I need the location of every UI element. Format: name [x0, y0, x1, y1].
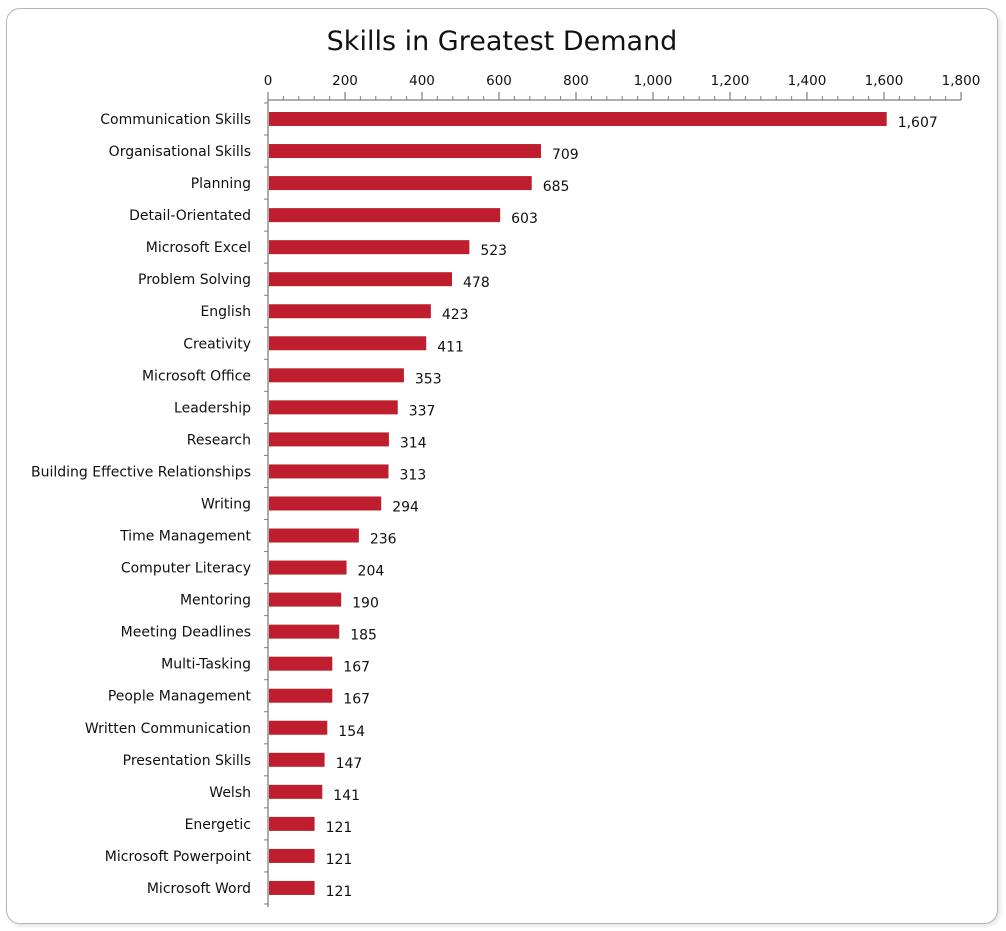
category-label: Presentation Skills — [123, 753, 251, 769]
category-label: Building Effective Relationships — [31, 464, 251, 480]
category-label: English — [200, 304, 251, 320]
category-label: Microsoft Excel — [146, 240, 251, 256]
data-label: 523 — [480, 243, 507, 259]
data-label: 709 — [552, 147, 579, 163]
x-tick-label: 1,600 — [865, 73, 904, 89]
category-label: Creativity — [183, 336, 251, 352]
bar — [269, 432, 389, 447]
bars — [269, 112, 887, 895]
data-label: 167 — [343, 692, 370, 708]
bar — [269, 528, 359, 543]
category-label: Communication Skills — [100, 112, 251, 128]
category-label: Writing — [201, 496, 251, 512]
category-label: Microsoft Office — [142, 368, 251, 384]
x-tick-label: 200 — [332, 73, 358, 89]
x-tick-label: 600 — [486, 73, 512, 89]
category-label: Research — [187, 432, 251, 448]
bar — [269, 592, 342, 607]
bar — [269, 400, 398, 415]
category-labels: Communication Skills 1,607 Organisational … — [31, 112, 938, 900]
bar — [269, 272, 453, 287]
data-label: 204 — [358, 564, 385, 580]
data-label: 353 — [415, 371, 442, 387]
category-label: Meeting Deadlines — [121, 625, 251, 641]
data-label: 185 — [350, 628, 377, 644]
data-label: 1,607 — [898, 115, 938, 131]
bar — [269, 688, 333, 703]
data-label: 141 — [333, 788, 360, 804]
category-label: Planning — [191, 176, 251, 192]
category-label: Detail-Orientated — [129, 208, 251, 224]
data-label: 190 — [352, 596, 379, 612]
chart-title: Skills in Greatest Demand — [327, 26, 678, 57]
x-tick-label: 400 — [409, 73, 435, 89]
bar — [269, 720, 328, 735]
x-tick-label: 0 — [264, 73, 273, 89]
bar — [269, 176, 532, 191]
bar — [269, 368, 404, 383]
bar — [269, 464, 389, 479]
data-label: 411 — [437, 339, 464, 355]
data-label: 154 — [338, 724, 365, 740]
bar — [269, 848, 315, 863]
category-label: Mentoring — [180, 593, 251, 609]
category-label: Multi-Tasking — [161, 657, 251, 673]
bar — [269, 624, 340, 639]
bar — [269, 752, 325, 767]
data-label: 314 — [400, 435, 427, 451]
x-tick-label: 1,800 — [942, 73, 981, 89]
category-label: Leadership — [174, 400, 251, 416]
bar — [269, 560, 347, 575]
bar — [269, 656, 333, 671]
bar — [269, 816, 315, 831]
data-label: 121 — [326, 820, 353, 836]
data-label: 478 — [463, 275, 490, 291]
data-label: 167 — [343, 660, 370, 676]
category-label: People Management — [108, 689, 252, 705]
category-label: Computer Literacy — [121, 561, 251, 577]
x-tick-label: 1,400 — [788, 73, 827, 89]
bar — [269, 496, 382, 511]
data-label: 685 — [543, 179, 570, 195]
category-label: Time Management — [119, 529, 251, 545]
category-label: Organisational Skills — [109, 144, 251, 160]
data-label: 603 — [511, 211, 538, 227]
bar — [269, 144, 541, 159]
data-label: 236 — [370, 532, 397, 548]
data-label: 337 — [409, 403, 436, 419]
category-label: Energetic — [185, 817, 251, 833]
bar — [269, 336, 427, 351]
category-label: Welsh — [209, 785, 251, 801]
data-label: 313 — [400, 467, 427, 483]
bar — [269, 880, 315, 895]
x-tick-label: 800 — [563, 73, 589, 89]
x-tick-label: 1,200 — [711, 73, 750, 89]
bar — [269, 304, 431, 319]
x-tick-label: 1,000 — [634, 73, 673, 89]
category-label: Problem Solving — [138, 272, 251, 288]
chart-frame — [6, 8, 998, 924]
category-label: Microsoft Word — [147, 881, 251, 897]
bar — [269, 208, 501, 223]
data-label: 121 — [326, 884, 353, 900]
bar — [269, 784, 323, 799]
x-axis: 0 200 400 600 800 1,000 1,200 1,400 1,600 1,800 — [264, 73, 981, 907]
bar — [269, 112, 887, 126]
category-label: Microsoft Powerpoint — [105, 849, 252, 865]
data-label: 121 — [326, 852, 353, 868]
data-label: 147 — [336, 756, 363, 772]
data-label: 423 — [442, 307, 469, 323]
category-label: Written Communication — [85, 721, 251, 737]
bar — [269, 240, 470, 255]
data-label: 294 — [392, 499, 419, 515]
